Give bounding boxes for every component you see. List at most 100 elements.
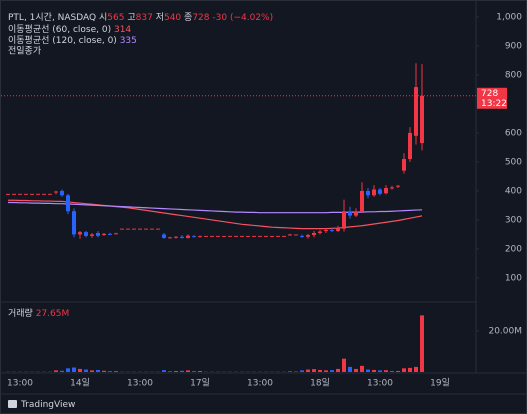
volume-bar [96, 369, 100, 372]
volume-bar [354, 368, 358, 372]
candle-body [24, 193, 28, 195]
volume-bar [78, 368, 82, 372]
volume-bar [390, 371, 394, 372]
candle-body [402, 159, 406, 171]
axes: 100 200 300 400 500 600 800 900 1,000 20.00M 13:00… [7, 12, 522, 388]
volume-bar [60, 370, 64, 372]
candle-body [258, 235, 262, 237]
candle-body [126, 228, 130, 230]
x-tick-label: 13:00 [7, 379, 33, 389]
y-tick-label: 800 [505, 70, 522, 80]
candle-body [180, 236, 184, 238]
ma-line [8, 199, 423, 230]
candle-body [240, 235, 244, 237]
volume-bar [192, 371, 196, 372]
candle-body [288, 234, 292, 236]
candle-body [42, 193, 46, 195]
volume-bar [90, 370, 94, 372]
candle-body [60, 190, 64, 196]
candle-body [336, 228, 340, 231]
candle-body [282, 235, 286, 237]
volume-bar [174, 370, 178, 372]
candle-body [132, 228, 136, 230]
volume-name: 거래량 [8, 307, 33, 319]
volume-bar [54, 370, 58, 372]
x-tick-label: 13:00 [367, 379, 393, 389]
candle-body [144, 228, 148, 230]
candle-body [66, 195, 70, 212]
price-label: 728 [481, 89, 498, 99]
candle-body [6, 193, 10, 195]
candle-body [150, 228, 154, 230]
candle-body [300, 235, 304, 237]
candle-body [192, 236, 196, 238]
ohlc-key: 종 [184, 12, 192, 23]
x-tick-label: 19일 [430, 378, 450, 389]
ohlc-value: 540 [164, 13, 181, 23]
volume-bar [360, 365, 364, 372]
candle-body [114, 233, 118, 235]
volume-bar [72, 367, 76, 372]
candle-body [234, 235, 238, 237]
candle-body [12, 193, 16, 195]
candle-body [324, 230, 328, 232]
y-tick-label: 200 [505, 244, 522, 254]
candle-body [306, 235, 310, 237]
volume-bar [300, 370, 304, 372]
candle-body [108, 233, 112, 235]
ma-value: 335 [120, 36, 137, 46]
brand[interactable]: TradingView [8, 400, 75, 410]
volume-bar [384, 370, 388, 372]
candle-body [162, 234, 166, 238]
candle-body [138, 228, 142, 230]
ohlc-value: 565 [107, 13, 124, 23]
volume-bar [168, 371, 172, 372]
candle-body [384, 188, 388, 194]
volume-bar [162, 370, 166, 372]
candle-body [378, 189, 382, 194]
volume-bar [114, 371, 118, 372]
volume-bar [288, 371, 292, 372]
volume-bar [348, 366, 352, 372]
candle-body [216, 235, 220, 237]
candle-body [72, 211, 76, 235]
candle-body [78, 232, 82, 235]
x-tick-label: 13:00 [127, 379, 153, 389]
candle-body [270, 235, 274, 237]
volume-bar [402, 368, 406, 372]
candle-body [408, 132, 412, 160]
ma-line [8, 201, 423, 214]
candle-body [354, 211, 358, 216]
y-tick-label: 500 [505, 157, 522, 167]
volume-bar [198, 370, 202, 372]
volume-value: 27.65M [36, 309, 70, 319]
candle-body [264, 235, 268, 237]
ohlc-key: 저 [156, 12, 164, 23]
candle-body [168, 237, 172, 239]
candle-body [120, 228, 124, 230]
y-tick-label: 400 [505, 186, 522, 196]
candle-body [222, 235, 226, 237]
volume-bar [420, 315, 424, 372]
volume-bar [330, 370, 334, 372]
candle-body [54, 191, 58, 193]
candle-body [390, 187, 394, 189]
volume-legend: 거래량 27.65M [8, 307, 69, 319]
volume-bar [396, 370, 400, 372]
volume-bar [84, 369, 88, 372]
ohlc-key: 고 [127, 13, 135, 23]
volume-bar [306, 369, 310, 372]
candle-body [204, 235, 208, 237]
symbol: PTL, 1시간, NASDAQ [8, 12, 96, 23]
legend-line: PTL, 1시간, NASDAQ 시565 고837 저540 종728 -30… [8, 12, 273, 23]
y-tick-label: 300 [505, 215, 522, 225]
volume-bar [186, 370, 190, 372]
candle-body [210, 235, 214, 237]
candle-body [30, 193, 34, 195]
volume-bar [342, 358, 346, 372]
brand-name: TradingView [20, 400, 75, 410]
candle-body [90, 234, 94, 236]
candle-body [330, 230, 334, 232]
